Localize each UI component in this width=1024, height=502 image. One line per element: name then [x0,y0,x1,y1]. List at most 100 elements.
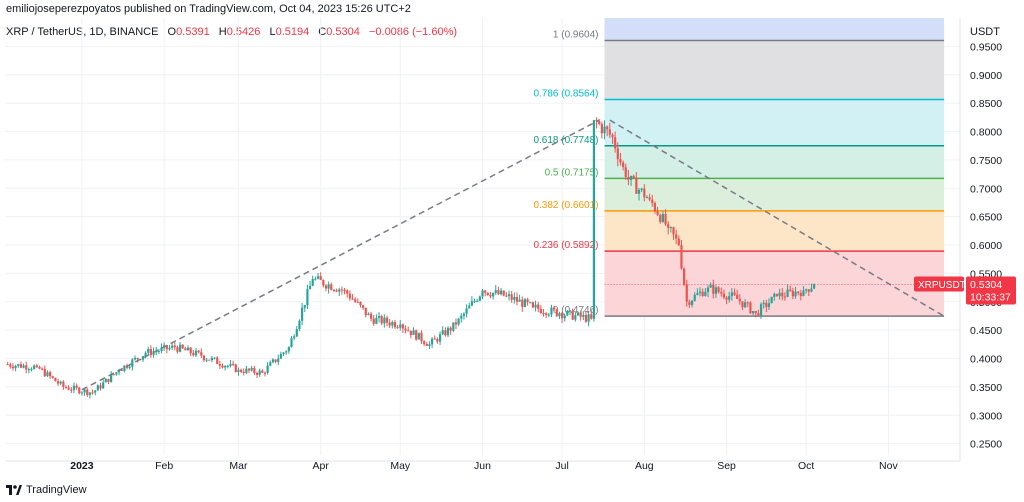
candle-body [250,367,253,371]
candle-body [133,357,137,360]
candle-body [502,290,505,296]
candle-body [184,348,187,351]
publisher-line: emiliojoseperezpoyatos published on Trad… [6,3,411,15]
candle-body [812,284,816,289]
candle-body [614,137,617,149]
candle-body [794,291,797,297]
candle-body [688,301,691,305]
candle-body [356,301,359,303]
candle-body [165,345,168,350]
candle-body [255,372,259,375]
candle-body [526,299,529,303]
candle-body [693,294,696,301]
candle-body [91,392,94,394]
candle-body [473,300,476,302]
candle-body [757,313,760,316]
candle-body [112,374,115,376]
candle-body [425,343,428,346]
candle-body [107,378,110,382]
x-tick-label: Mar [229,460,248,472]
brand-name: TradingView [26,484,87,496]
candle-body [324,285,328,289]
y-tick-label: 0.9500 [970,41,1002,53]
candle-body [751,310,755,314]
candle-body [802,290,805,297]
candle-body [499,290,503,295]
candle-body [269,362,272,366]
candle-body [308,285,312,290]
candle-body [123,365,126,371]
candle-body [611,134,614,138]
candle-body [465,308,468,314]
candle-body [685,284,688,302]
candle-body [457,318,460,325]
candle-body [88,392,91,395]
candle-body [367,313,370,316]
candle-body [659,214,662,222]
candle-body [560,313,564,319]
candle-body [449,327,452,331]
candle-body [226,365,229,367]
candle-body [545,313,548,316]
close-value: 0.5304 [326,26,360,38]
candle-body [43,368,46,377]
x-tick-label: Feb [155,460,173,472]
candle-body [271,359,275,363]
candle-body [696,293,699,295]
candle-body [94,390,97,393]
candle-body [234,364,237,372]
candle-body [263,372,267,374]
candle-body [651,199,654,204]
candle-body [80,392,84,394]
candle-body [746,302,749,304]
y-tick-label: 0.8500 [970,98,1002,110]
fib-band [604,145,945,179]
x-tick-label: Aug [635,460,654,472]
candle-body [393,322,397,328]
change-value: −0.0086 (−1.60%) [368,26,458,38]
tradingview-brand[interactable]: TradingView [6,484,87,496]
candle-body [616,148,619,160]
candle-body [407,330,410,332]
x-tick-label: Jul [555,460,568,472]
candle-body [181,344,184,349]
candle-body [486,292,489,296]
candle-body [786,289,789,297]
candle-body [41,368,44,370]
fib-level-label: 0.618 (0.7748) [533,135,598,146]
candle-body [489,295,492,297]
candle-body [669,227,672,229]
candle-body [409,330,412,335]
candle-body [438,334,442,342]
candle-body [568,310,572,312]
candle-body [72,385,76,391]
candle-body [515,296,519,302]
candle-body [531,302,535,308]
candle-body [348,293,351,299]
y-tick-label: 0.3000 [970,410,1002,422]
candle-body [420,332,423,342]
candle-body [285,351,288,353]
candle-body [303,305,306,308]
candle-body [675,234,678,239]
x-tick-label: 2023 [70,460,94,472]
x-tick-label: Jun [474,460,491,472]
candle-body [417,332,420,340]
candle-body [258,370,261,375]
candle-body [6,364,9,366]
candle-body [725,297,728,300]
candle-body [160,347,163,351]
candle-body [62,381,65,387]
candle-body [149,349,153,355]
candle-body [316,276,320,279]
candle-body [712,284,715,294]
candle-body [481,290,484,297]
candle-body [30,368,33,370]
candle-body [372,318,375,324]
candle-body [698,291,702,294]
candle-body [470,301,473,306]
currency-label[interactable]: USDT [970,26,1000,38]
x-tick-label: Sep [717,460,736,472]
candle-body [261,370,264,373]
